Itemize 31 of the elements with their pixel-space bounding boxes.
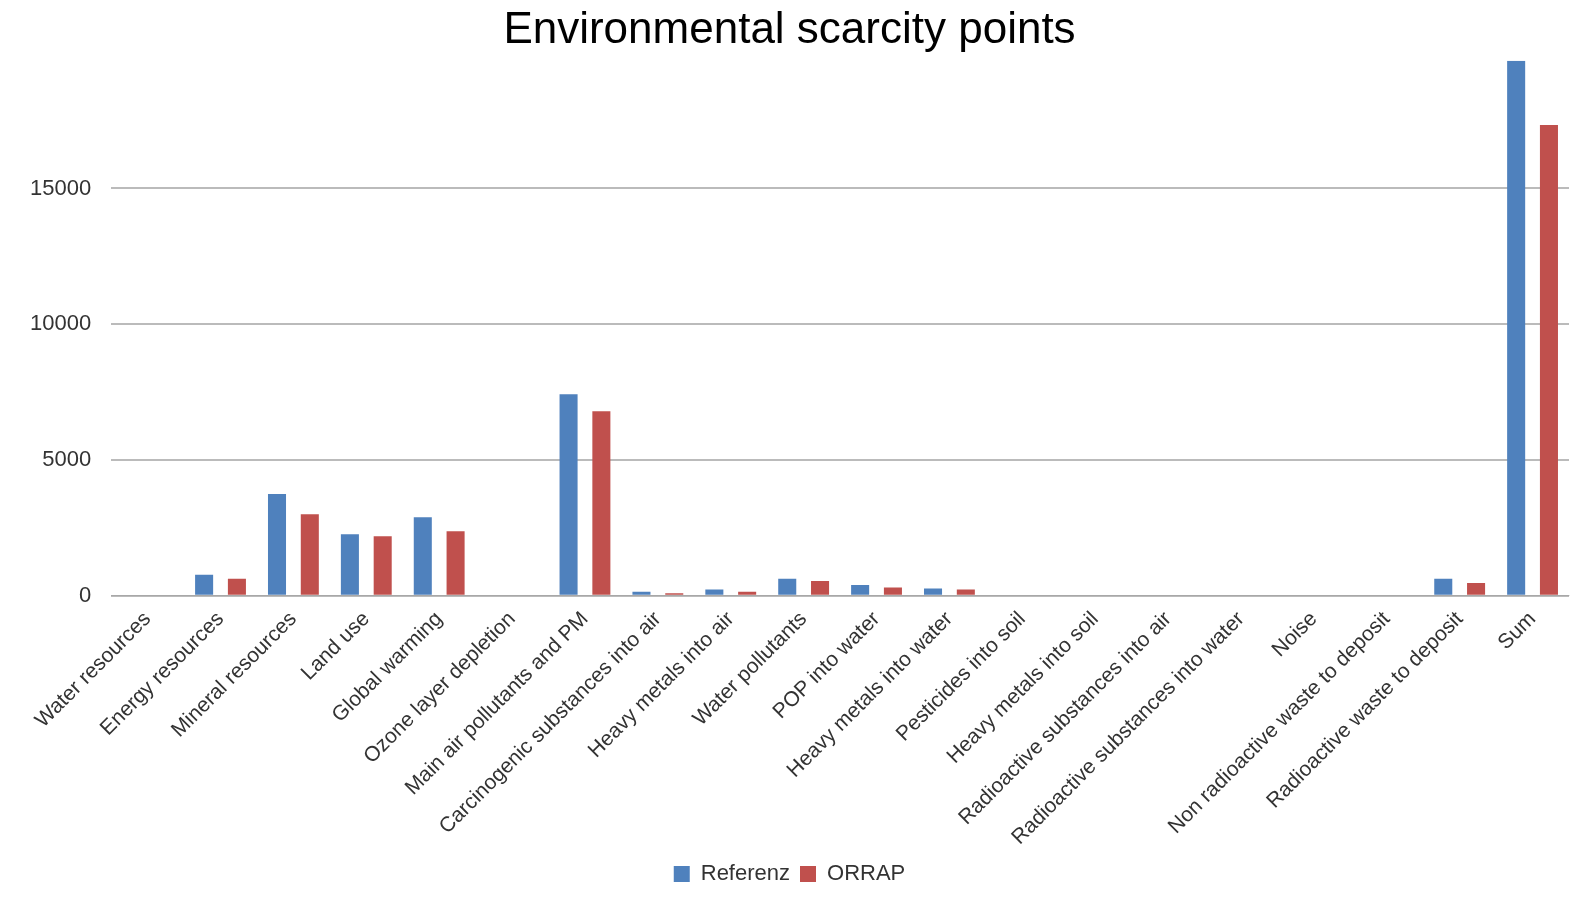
bar — [956, 589, 975, 595]
bar — [738, 591, 757, 595]
bar — [227, 578, 246, 595]
bar — [883, 587, 902, 595]
y-tick-label: 0 — [78, 581, 92, 607]
bar — [811, 580, 830, 595]
bar — [1434, 578, 1453, 595]
chart-title: Environmental scarcity points — [503, 2, 1076, 52]
bar — [924, 588, 943, 595]
y-tick-label: 5000 — [42, 446, 92, 472]
bar — [300, 514, 319, 595]
y-tick-label: 15000 — [29, 174, 92, 200]
bar — [340, 534, 359, 595]
y-tick-label: 10000 — [29, 310, 92, 336]
bar — [373, 536, 392, 595]
bar — [592, 411, 611, 595]
bar — [559, 394, 578, 595]
bar — [446, 531, 465, 595]
bar — [632, 591, 651, 595]
bar — [705, 589, 724, 595]
bar — [413, 517, 432, 595]
bar — [778, 578, 797, 595]
bar — [1467, 583, 1486, 595]
bar — [1539, 124, 1558, 595]
bar — [267, 494, 287, 595]
bar — [1507, 60, 1526, 595]
bar — [851, 584, 870, 595]
x-tick-label: Sum — [1492, 606, 1540, 654]
bar — [195, 574, 214, 595]
legend-label: ORRAP — [827, 860, 906, 886]
legend-label: Referenz — [700, 860, 791, 886]
